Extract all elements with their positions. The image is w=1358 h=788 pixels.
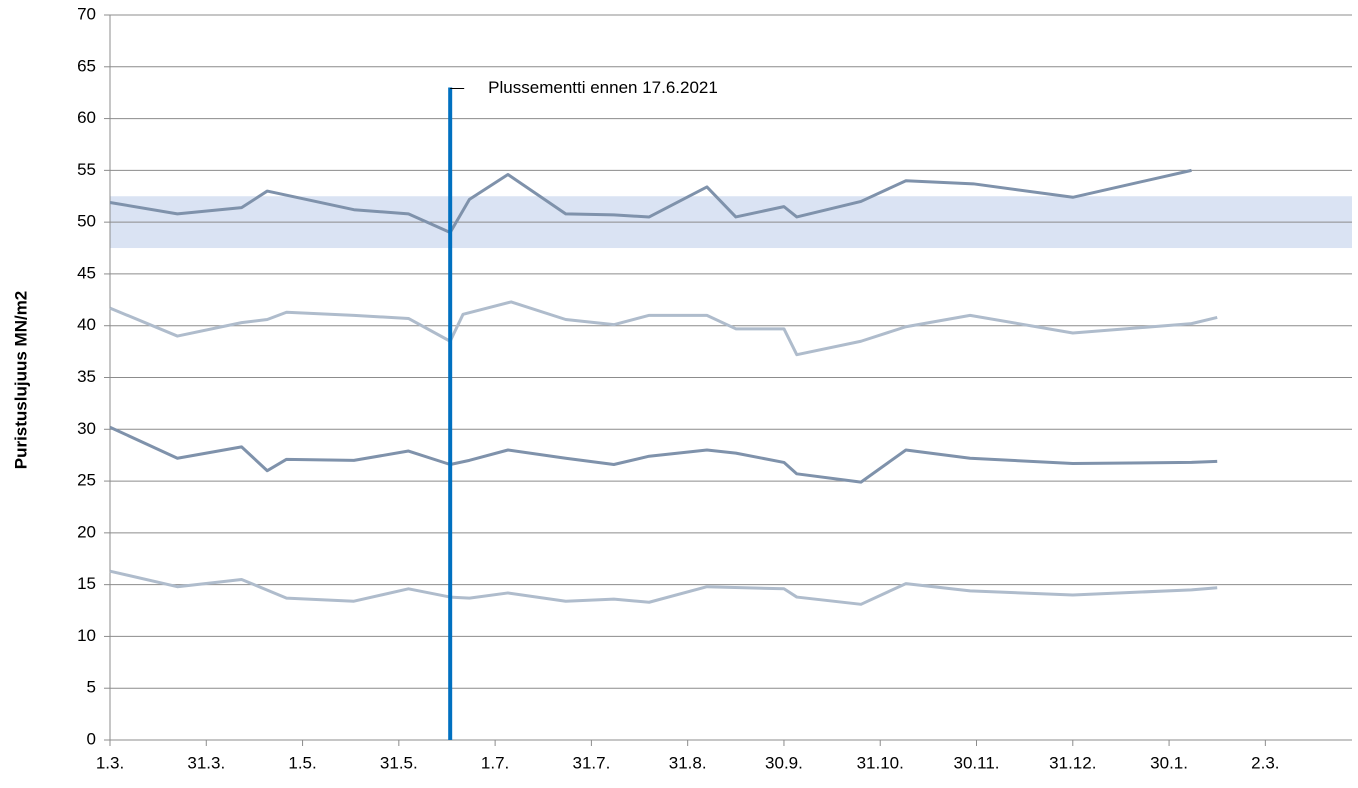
- y-tick-label: 35: [77, 367, 96, 386]
- y-tick-label: 20: [77, 522, 96, 541]
- y-tick-label: 40: [77, 315, 96, 334]
- y-axis-label: Puristuslujuus MN/m2: [11, 291, 30, 470]
- y-tick-label: 15: [77, 574, 96, 593]
- y-tick-label: 30: [77, 419, 96, 438]
- series-line: [109, 425, 1218, 484]
- series-line: [109, 168, 1192, 234]
- y-tick-label: 55: [77, 160, 96, 179]
- x-tick-label: 31.3.: [187, 753, 225, 772]
- x-tick-label: 1.5.: [288, 753, 316, 772]
- y-tick-label: 70: [77, 4, 96, 23]
- x-tick-label: 2.3.: [1251, 753, 1279, 772]
- x-tick-label: 30.11.: [954, 753, 1000, 772]
- annotation-label: Plussementti ennen 17.6.2021: [488, 78, 718, 97]
- series-line: [109, 569, 1218, 606]
- x-tick-label: 31.10.: [857, 753, 904, 772]
- y-tick-label: 5: [87, 678, 96, 697]
- y-tick-label: 0: [87, 729, 96, 748]
- x-tick-label: 1.3.: [96, 753, 124, 772]
- y-tick-label: 25: [77, 471, 96, 490]
- x-tick-label: 31.8.: [669, 753, 707, 772]
- x-tick-label: 31.5.: [380, 753, 418, 772]
- x-tick-label: 1.7.: [481, 753, 509, 772]
- x-tick-label: 31.12.: [1049, 753, 1096, 772]
- series-line: [109, 300, 1218, 357]
- x-tick-label: 30.9.: [765, 753, 803, 772]
- y-tick-label: 50: [77, 212, 96, 231]
- y-tick-label: 65: [77, 56, 96, 75]
- y-tick-label: 45: [77, 263, 96, 282]
- x-tick-label: 31.7.: [572, 753, 610, 772]
- y-tick-label: 60: [77, 108, 96, 127]
- y-tick-label: 10: [77, 626, 96, 645]
- x-tick-label: 30.1.: [1150, 753, 1188, 772]
